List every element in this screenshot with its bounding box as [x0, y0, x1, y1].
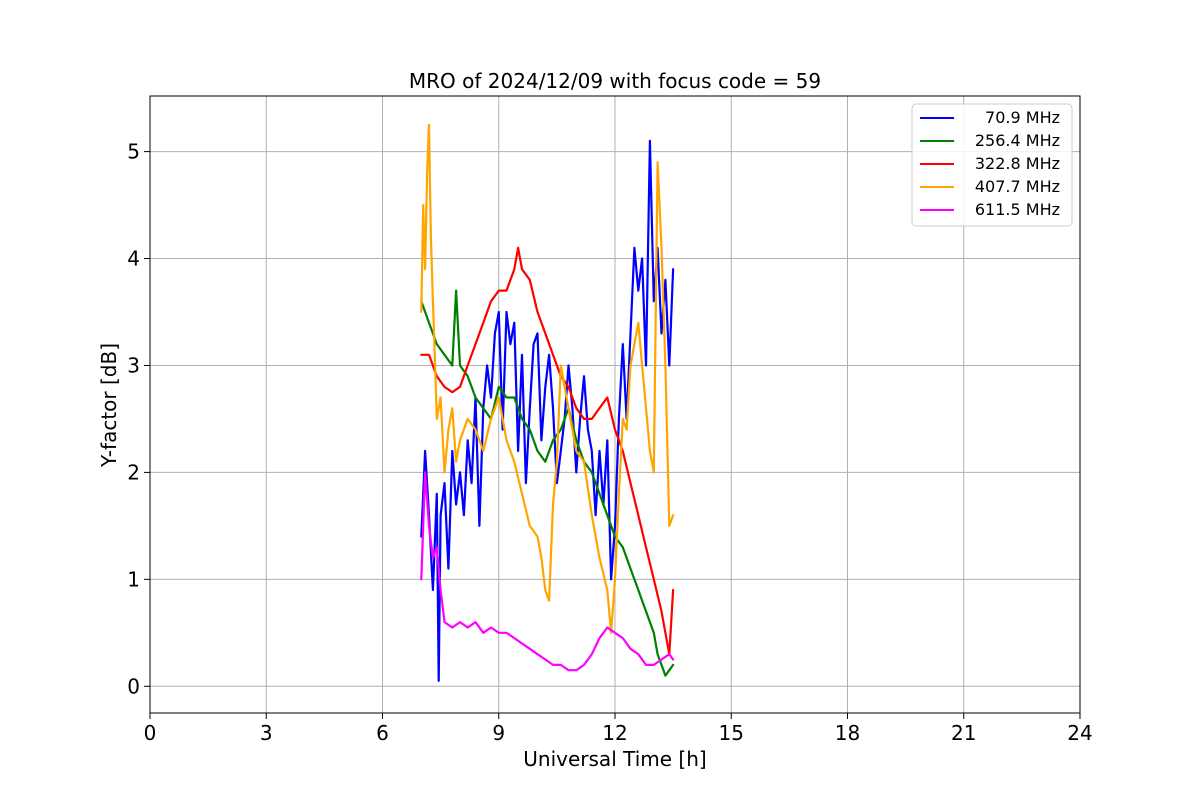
legend-label: 611.5 MHz: [975, 200, 1060, 219]
legend-label: 322.8 MHz: [975, 154, 1060, 173]
y-tick-label: 4: [127, 247, 140, 271]
x-tick-label: 12: [602, 721, 627, 745]
x-tick-label: 15: [719, 721, 744, 745]
y-axis: 0 1 2 3 4 5: [127, 140, 150, 698]
series-line-0: [420, 139, 675, 683]
y-tick-label: 2: [127, 460, 140, 484]
x-tick-label: 9: [492, 721, 505, 745]
y-tick-label: 5: [127, 140, 140, 164]
x-tick-label: 24: [1067, 721, 1092, 745]
series-line-2: [420, 246, 675, 656]
legend-label: 407.7 MHz: [975, 177, 1060, 196]
x-tick-label: 6: [376, 721, 389, 745]
x-axis-label: Universal Time [h]: [523, 747, 706, 771]
y-tick-label: 3: [127, 353, 140, 377]
y-tick-label: 0: [127, 674, 140, 698]
y-tick-label: 1: [127, 567, 140, 591]
chart-title: MRO of 2024/12/09 with focus code = 59: [409, 69, 821, 93]
series-line-4: [420, 471, 675, 672]
x-tick-label: 21: [951, 721, 976, 745]
x-axis: 0 3 6 9 12 15 18 21 24: [144, 713, 1093, 745]
series-line-1: [420, 289, 675, 677]
legend-label: 256.4 MHz: [975, 131, 1060, 150]
y-axis-label: Y-factor [dB]: [97, 343, 121, 468]
series-line-3: [420, 123, 675, 634]
legend: 70.9 MHz 256.4 MHz 322.8 MHz 407.7 MHz 611.5…: [911, 103, 1073, 227]
legend-label: 70.9 MHz: [985, 108, 1060, 127]
x-tick-label: 0: [144, 721, 157, 745]
legend-frame: [911, 103, 1073, 227]
x-tick-label: 18: [835, 721, 860, 745]
x-tick-label: 3: [260, 721, 273, 745]
series-layer: [420, 123, 675, 683]
